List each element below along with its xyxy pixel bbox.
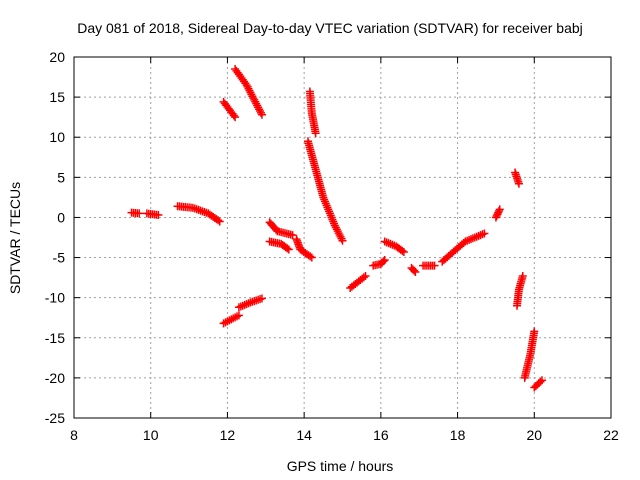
data-point — [411, 267, 420, 276]
data-point — [494, 207, 503, 216]
data-point — [214, 216, 223, 225]
data-point — [430, 261, 439, 270]
x-tick-label: 8 — [70, 427, 78, 443]
data-points — [127, 65, 546, 392]
y-tick-label: -10 — [45, 290, 65, 306]
data-arc — [511, 168, 523, 188]
y-tick-label: 0 — [57, 209, 65, 225]
x-tick-label: 22 — [603, 427, 619, 443]
data-arc — [142, 209, 163, 220]
data-arc — [265, 237, 293, 254]
data-point — [480, 229, 489, 238]
data-arc — [530, 376, 546, 392]
y-axis-label: SDTVAR / TECUs — [7, 182, 23, 294]
data-arc — [265, 218, 297, 240]
data-point — [256, 108, 265, 117]
data-arc — [380, 237, 408, 256]
data-point — [380, 255, 389, 264]
data-point — [257, 110, 266, 119]
data-point — [379, 257, 388, 266]
data-arc — [127, 208, 144, 218]
data-arc — [369, 255, 389, 270]
data-point — [229, 111, 238, 120]
data-point — [518, 272, 527, 281]
plot-frame — [73, 56, 612, 419]
data-point — [514, 179, 523, 188]
data-arc — [231, 65, 266, 119]
x-tick-label: 12 — [220, 427, 236, 443]
y-tick-label: -5 — [53, 250, 66, 266]
x-tick-label: 18 — [450, 427, 466, 443]
x-tick-label: 16 — [373, 427, 389, 443]
data-point — [234, 311, 243, 320]
gridlines — [74, 57, 611, 418]
data-arc — [173, 202, 224, 226]
data-point — [215, 217, 224, 226]
y-tick-label: -25 — [45, 410, 65, 426]
x-tick-label: 14 — [296, 427, 312, 443]
y-tick-label: -15 — [45, 330, 65, 346]
data-point — [307, 253, 316, 262]
data-point — [410, 266, 419, 275]
data-arc — [219, 97, 240, 122]
y-tick-label: -20 — [45, 370, 65, 386]
data-arc — [513, 272, 527, 310]
data-point — [536, 377, 545, 386]
y-tick-label: 10 — [49, 129, 65, 145]
data-point — [398, 246, 407, 255]
data-arc — [219, 311, 243, 328]
data-point — [495, 205, 504, 214]
data-arc — [303, 137, 347, 245]
axis-ticks: 8 10 12 14 16 18 20 22 20 15 10 5 0 -5 -10 -15 -20 -25 — [45, 49, 619, 443]
data-point — [537, 376, 546, 385]
data-point — [306, 252, 315, 261]
data-point — [154, 211, 163, 220]
data-point — [337, 234, 346, 243]
x-axis-label: GPS time / hours — [287, 458, 394, 474]
data-point — [257, 294, 266, 303]
data-arc — [407, 263, 420, 276]
data-point — [288, 231, 297, 240]
y-tick-label: 15 — [49, 89, 65, 105]
x-tick-label: 20 — [526, 427, 542, 443]
data-arc — [491, 205, 504, 222]
data-arc — [234, 294, 266, 312]
data-arc — [346, 272, 370, 293]
data-point — [530, 327, 539, 336]
data-arc — [520, 327, 539, 382]
data-point — [399, 247, 408, 256]
data-arc — [438, 229, 489, 266]
data-point — [231, 113, 240, 122]
data-arc — [419, 261, 439, 270]
data-point — [338, 236, 347, 245]
data-point — [284, 245, 293, 254]
data-arc — [292, 235, 316, 262]
y-tick-label: 5 — [57, 169, 65, 185]
x-tick-label: 10 — [143, 427, 159, 443]
y-tick-label: 20 — [49, 49, 65, 65]
data-arc — [305, 87, 320, 138]
data-point — [361, 272, 370, 281]
data-point — [283, 244, 292, 253]
chart-title: Day 081 of 2018, Sidereal Day-to-day VTE… — [77, 20, 583, 36]
data-point — [135, 209, 144, 218]
data-point — [359, 273, 368, 282]
data-point — [311, 129, 320, 138]
